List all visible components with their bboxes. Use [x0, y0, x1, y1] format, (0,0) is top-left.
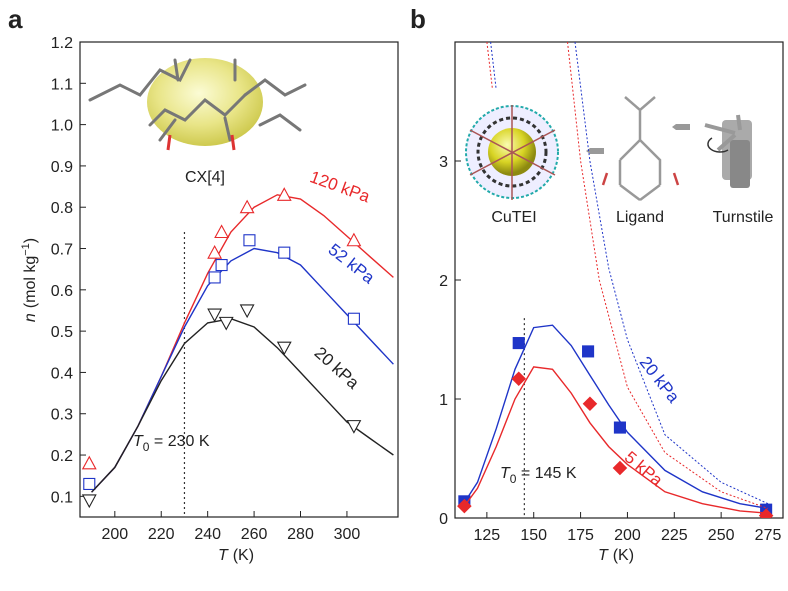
panel: a 200 220 240 260 280 300 0.1 0.2 0.3 0.4 0.5 0.6 0.7… — [8, 4, 399, 564]
data-point — [215, 258, 228, 272]
t0-symbol: T — [500, 465, 511, 482]
data-point — [276, 187, 292, 201]
data-point — [346, 420, 362, 434]
y-axis-close: ) — [22, 238, 39, 243]
x-tick-label: 220 — [148, 526, 175, 543]
x-axis-symbol: T — [218, 547, 229, 564]
x-axis-symbol: T — [598, 547, 609, 564]
y-tick-label: 1.2 — [51, 35, 73, 52]
t0-subscript: 0 — [143, 440, 150, 454]
y-tick-label: 0 — [439, 511, 448, 528]
fit-curve — [463, 366, 769, 514]
data-point — [207, 244, 223, 259]
y-tick-label: 0.2 — [51, 448, 73, 465]
x-axis-label: T (K) — [218, 547, 254, 564]
inset-label: Turnstile — [713, 209, 774, 226]
series-label: 120 kPa — [307, 167, 373, 206]
fit-curve — [91, 317, 394, 493]
series-label: 20 kPa — [311, 343, 363, 393]
data-point — [218, 316, 234, 331]
y-tick-label: 0.5 — [51, 324, 73, 341]
t0-text: = 145 K — [516, 465, 576, 482]
data-point — [582, 345, 595, 358]
inset-cutei — [465, 96, 752, 201]
data-point — [83, 477, 96, 491]
x-tick-label: 200 — [614, 527, 641, 544]
inset-label: CuTEI — [491, 209, 536, 226]
panel-letter: a — [8, 4, 23, 34]
x-tick-label: 275 — [755, 527, 782, 544]
x-tick-label: 150 — [520, 527, 547, 544]
t0-subscript: 0 — [510, 472, 517, 486]
y-tick-label: 0.1 — [51, 489, 73, 506]
y-axis-symbol: n — [22, 313, 39, 322]
t0-text: = 230 K — [149, 433, 209, 450]
data-point — [613, 421, 626, 434]
inset-cx4 — [88, 58, 307, 151]
series-label: 20 kPa — [636, 353, 684, 407]
data-point — [214, 224, 230, 239]
data-point — [347, 312, 360, 325]
fit-curve — [463, 324, 769, 510]
x-tick-label: 225 — [661, 527, 688, 544]
x-axis-unit: (K) — [233, 547, 254, 564]
data-point — [81, 494, 97, 509]
x-tick-label: 300 — [334, 526, 361, 543]
x-axis-label: T (K) — [598, 547, 634, 564]
inset-label: Ligand — [616, 209, 664, 226]
y-tick-label: 0.4 — [51, 365, 73, 382]
y-tick-label: 1.1 — [51, 76, 73, 93]
y-tick-label: 1 — [439, 392, 448, 409]
y-tick-label: 0.7 — [51, 242, 73, 259]
data-point — [243, 234, 256, 247]
data-point — [208, 271, 221, 284]
x-axis-unit: (K) — [613, 547, 634, 564]
x-tick-label: 260 — [241, 526, 268, 543]
y-tick-label: 2 — [439, 273, 448, 290]
x-tick-label: 125 — [474, 527, 501, 544]
t0-label: T0 = 145 K — [500, 465, 577, 486]
x-tick-label: 280 — [287, 526, 314, 543]
plot-area — [81, 187, 394, 509]
data-point — [239, 304, 255, 319]
y-axis-unit: (mol kg — [22, 256, 39, 308]
x-tick-label: 175 — [567, 527, 594, 544]
y-tick-label: 0.3 — [51, 407, 73, 424]
y-tick-label: 3 — [439, 154, 448, 171]
y-tick-label: 0.6 — [51, 283, 73, 300]
data-point — [278, 246, 291, 259]
plot-frame — [79, 41, 399, 518]
t0-label: T0 = 230 K — [133, 433, 210, 454]
t0-symbol: T — [133, 433, 144, 450]
y-tick-label: 0.8 — [51, 200, 73, 217]
data-point — [511, 371, 527, 387]
data-point — [276, 341, 292, 356]
y-tick-label: 1.0 — [51, 118, 73, 135]
data-point — [207, 308, 223, 323]
series-label: 52 kPa — [325, 240, 379, 288]
plot-area — [457, 42, 774, 518]
inset-label: CX[4] — [185, 169, 225, 186]
x-tick-label: 250 — [708, 527, 735, 544]
data-point — [512, 337, 525, 350]
x-tick-label: 200 — [101, 526, 128, 543]
data-point — [758, 508, 774, 518]
y-tick-label: 0.9 — [51, 159, 73, 176]
data-point — [457, 498, 472, 514]
y-axis-label: n (mol kg−1) — [20, 238, 39, 322]
y-axis-sup: −1 — [20, 243, 32, 256]
data-point — [81, 455, 97, 470]
data-point — [582, 396, 598, 412]
data-point — [612, 460, 628, 476]
data-point — [346, 232, 362, 247]
panel-letter: b — [410, 4, 426, 34]
series-label: 5 kPa — [621, 448, 667, 491]
data-point — [239, 199, 255, 214]
x-tick-label: 240 — [194, 526, 221, 543]
